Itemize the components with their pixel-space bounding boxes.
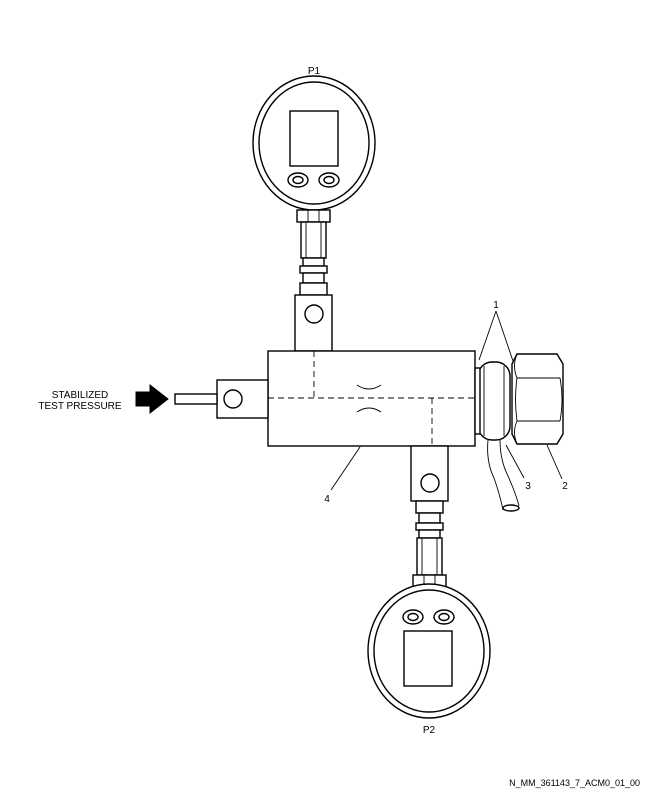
p2-stem [416,537,443,576]
swivel-collar [477,361,511,441]
gauge-p2-button-right-inner [438,612,450,622]
gauge-p1-display [289,110,339,167]
p1-nut-small [299,265,328,274]
figure-id: N_MM_361143_7_ACM0_01_00 [509,778,640,788]
collar-face [474,367,481,435]
callout-4: 4 [324,494,330,505]
p2-nut-small [415,522,444,531]
tether-wire-right [499,439,520,507]
p2-collar [418,529,441,539]
valve-body-block [267,350,476,447]
callout-1-leader-a [478,310,497,361]
callout-4-leader [330,446,361,491]
gauge-p2-label: P2 [423,725,436,736]
input-label-line1: STABILIZED [52,390,109,401]
p1-hex-nut [296,209,331,223]
gauge-p2: P2 [367,583,491,736]
tether-end [502,504,520,512]
callout-1: 1 [493,300,499,311]
gauge-p1: P1 [252,66,376,211]
callout-3-leader [505,444,525,479]
p1-coupler [302,272,325,284]
input-label-line2: TEST PRESSURE [38,401,121,412]
gauge-p1-button-left-inner [292,175,304,185]
inlet-fitting [174,379,269,419]
pressure-input-arrow [135,383,169,415]
orifice-mark-top [356,384,382,390]
tether-wire-left [487,439,504,511]
gauge-p1-label: P1 [308,66,321,77]
top-port-hole [304,304,324,324]
inlet-boss-hole [223,389,243,409]
p1-stem [300,221,327,259]
gauge-p1-fitting [296,209,331,296]
gauge-p2-button-left-inner [407,612,419,622]
bottom-port-hole [420,473,440,493]
p1-collar [302,257,325,267]
callout-2-leader [546,444,563,480]
outlet-assembly [474,353,564,512]
inlet-tube [174,393,218,405]
gauge-p2-fitting [412,500,447,588]
valve-body [267,350,476,447]
gauge-p2-display [403,630,453,687]
callout-1-leader-b [495,310,514,362]
hex-nut [511,353,564,445]
p1-nut-lower [299,282,328,296]
p2-coupler [418,512,441,524]
p2-nut-upper [415,500,444,514]
callout-3: 3 [525,481,531,492]
callout-2: 2 [562,481,568,492]
gauge-p1-button-right-inner [323,175,335,185]
orifice-mark-bottom [356,407,382,413]
